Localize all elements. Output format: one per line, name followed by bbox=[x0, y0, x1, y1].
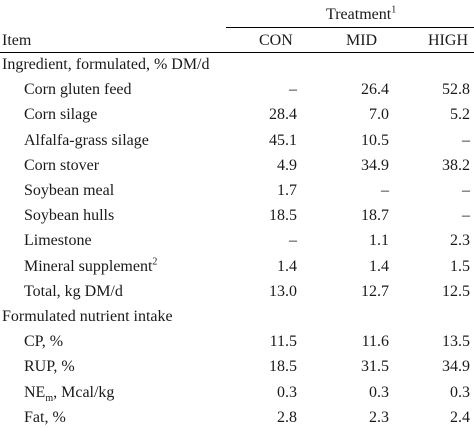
cell-mid: 1.1 bbox=[369, 232, 389, 250]
row-label-subscript: m bbox=[45, 392, 54, 404]
column-header-high: HIGH bbox=[428, 32, 468, 49]
cell-mid: 1.4 bbox=[369, 257, 389, 275]
row-label: Total, kg DM/d bbox=[24, 283, 123, 301]
column-header-con: CON bbox=[259, 32, 293, 49]
row-label-text: Fat, % bbox=[24, 408, 66, 426]
cell-high: – bbox=[462, 207, 470, 225]
row-label-text: Alfalfa-grass silage bbox=[24, 131, 149, 149]
cell-high: 34.9 bbox=[442, 358, 470, 376]
section-title: Formulated nutrient intake bbox=[2, 308, 173, 325]
cell-high: 5.2 bbox=[450, 106, 470, 124]
row-label: Soybean hulls bbox=[24, 207, 114, 225]
cell-mid: 34.9 bbox=[361, 156, 389, 174]
row-label-text: Soybean meal bbox=[24, 182, 115, 199]
cell-con: – bbox=[289, 81, 297, 99]
cell-mid: – bbox=[381, 182, 389, 199]
cell-con: 18.5 bbox=[269, 207, 297, 225]
cell-high: – bbox=[462, 131, 470, 149]
cell-high: 2.3 bbox=[450, 232, 470, 250]
row-label: CP, % bbox=[24, 333, 63, 351]
row-label-suffix: , Mcal/kg bbox=[53, 383, 115, 401]
cell-mid: 10.5 bbox=[361, 131, 389, 149]
cell-con: 4.9 bbox=[277, 156, 297, 174]
cell-con: 1.7 bbox=[277, 182, 297, 199]
row-label: Mineral supplement2 bbox=[24, 256, 158, 276]
row-label-text: Corn stover bbox=[24, 156, 100, 174]
row-label: RUP, % bbox=[24, 358, 75, 376]
cell-mid: 11.6 bbox=[361, 333, 389, 351]
cell-high: 0.3 bbox=[450, 383, 470, 401]
row-label: Limestone bbox=[24, 232, 92, 250]
cell-con: 11.5 bbox=[269, 333, 297, 351]
row-label: Corn gluten feed bbox=[24, 81, 132, 99]
row-footnote-marker: 2 bbox=[152, 256, 158, 268]
row-label-text: NE bbox=[24, 383, 46, 401]
cell-mid: 18.7 bbox=[361, 207, 389, 225]
cell-mid: 7.0 bbox=[369, 106, 389, 124]
cell-high: 52.8 bbox=[442, 81, 470, 99]
cell-high: 12.5 bbox=[442, 282, 470, 300]
cell-high: 2.4 bbox=[450, 408, 470, 426]
row-label: Corn silage bbox=[24, 106, 97, 124]
row-label-text: Limestone bbox=[24, 232, 92, 250]
row-label: Corn stover bbox=[24, 157, 99, 175]
treatment-underline bbox=[226, 27, 474, 28]
row-label-text: Mineral supplement bbox=[24, 257, 153, 275]
row-label-text: CP, % bbox=[24, 333, 64, 351]
cell-con: 45.1 bbox=[269, 131, 297, 149]
cell-mid: 0.3 bbox=[369, 383, 389, 401]
cell-mid: 2.3 bbox=[369, 408, 389, 426]
cell-mid: 26.4 bbox=[361, 81, 389, 99]
cell-con: 13.0 bbox=[269, 282, 297, 300]
item-header: Item bbox=[2, 32, 32, 49]
cell-mid: 12.7 bbox=[361, 282, 389, 300]
row-label-text: Corn gluten feed bbox=[24, 81, 132, 99]
cell-high: – bbox=[462, 182, 470, 199]
cell-mid: 31.5 bbox=[361, 358, 389, 376]
row-label: NEm, Mcal/kg bbox=[24, 383, 115, 404]
row-label-text: Total, kg DM/d bbox=[24, 282, 123, 300]
header-bottom-rule bbox=[0, 52, 474, 53]
row-label: Alfalfa-grass silage bbox=[24, 132, 149, 150]
treatment-footnote-marker: 1 bbox=[391, 4, 397, 16]
row-label-text: Soybean hulls bbox=[24, 207, 115, 225]
treatment-group-header: Treatment1 bbox=[326, 4, 397, 24]
cell-con: 28.4 bbox=[269, 106, 297, 124]
row-label: Soybean meal bbox=[24, 182, 114, 200]
row-label-text: RUP, % bbox=[24, 358, 75, 376]
row-label: Fat, % bbox=[24, 409, 66, 427]
cell-con: 2.8 bbox=[277, 408, 297, 426]
section-title: Ingredient, formulated, % DM/d bbox=[2, 56, 210, 73]
row-label-text: Corn silage bbox=[24, 106, 98, 124]
cell-high: 1.5 bbox=[450, 257, 470, 275]
cell-high: 38.2 bbox=[442, 156, 470, 174]
cell-con: 0.3 bbox=[277, 383, 297, 401]
column-header-mid: MID bbox=[346, 32, 378, 49]
treatment-label: Treatment bbox=[326, 6, 392, 23]
cell-con: 1.4 bbox=[277, 257, 297, 275]
cell-con: 18.5 bbox=[269, 358, 297, 376]
cell-high: 13.5 bbox=[442, 333, 470, 351]
cell-con: – bbox=[289, 232, 297, 250]
